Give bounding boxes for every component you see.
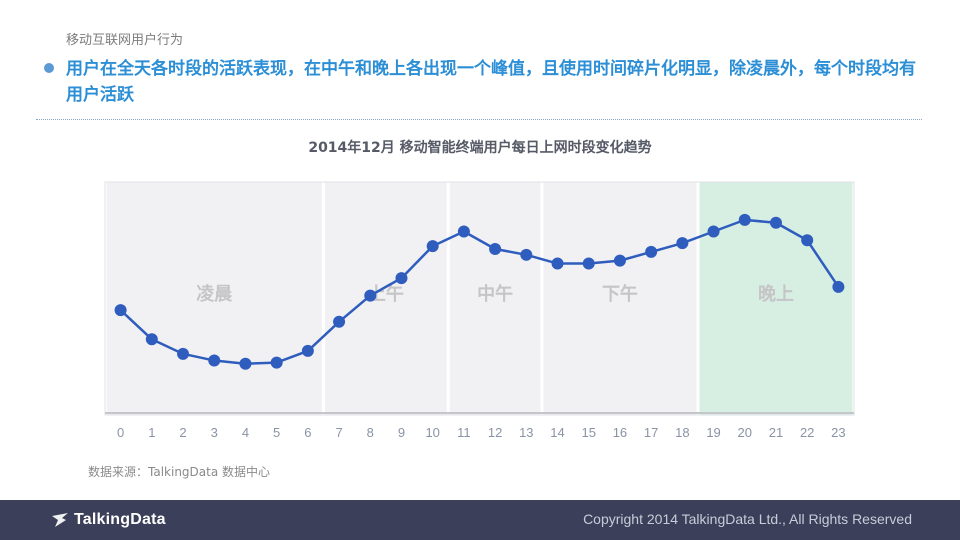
data-point-7	[333, 315, 346, 328]
x-tick-label-19: 19	[706, 425, 720, 440]
bullet-dot-icon	[44, 63, 54, 73]
period-label-0: 凌晨	[196, 283, 233, 305]
data-point-4	[239, 357, 252, 370]
period-label-2: 中午	[477, 283, 513, 305]
data-point-6	[301, 344, 314, 357]
x-tick-label-15: 15	[581, 425, 595, 440]
period-label-4: 晚上	[758, 283, 794, 305]
x-tick-label-10: 10	[425, 425, 439, 440]
x-tick-label-8: 8	[367, 425, 374, 440]
x-tick-label-7: 7	[335, 425, 342, 440]
x-tick-label-0: 0	[117, 425, 124, 440]
data-point-8	[364, 289, 377, 302]
data-point-19	[707, 225, 720, 238]
data-point-22	[801, 234, 814, 247]
x-tick-label-16: 16	[613, 425, 627, 440]
x-tick-label-22: 22	[800, 425, 814, 440]
data-point-13	[520, 248, 533, 261]
slide-headline: 用户在全天各时段的活跃表现，在中午和晚上各出现一个峰值，且使用时间碎片化明显，除…	[66, 59, 916, 105]
period-band-1	[323, 181, 448, 416]
x-tick-label-17: 17	[644, 425, 658, 440]
x-tick-label-11: 11	[457, 425, 471, 440]
x-tick-label-1: 1	[148, 425, 155, 440]
x-tick-label-13: 13	[519, 425, 533, 440]
x-tick-label-3: 3	[211, 425, 218, 440]
x-tick-label-21: 21	[769, 425, 783, 440]
data-point-2	[177, 347, 190, 360]
x-tick-label-2: 2	[179, 425, 186, 440]
talkingdata-logo: TalkingData	[50, 509, 166, 531]
x-tick-label-4: 4	[242, 425, 249, 440]
data-point-21	[769, 216, 782, 229]
divider	[36, 119, 922, 120]
data-point-20	[738, 213, 751, 226]
x-tick-label-6: 6	[304, 425, 311, 440]
data-source: 数据来源：TalkingData 数据中心	[88, 465, 271, 479]
data-point-15	[582, 257, 595, 270]
x-tick-label-18: 18	[675, 425, 689, 440]
logo-mark-icon	[52, 513, 68, 527]
period-label-3: 下午	[602, 283, 638, 305]
data-point-16	[613, 254, 626, 267]
x-tick-label-12: 12	[488, 425, 502, 440]
line-chart: 凌晨 上午 中午 下午 晚上0 1 2 3 4 5 6 7 8 9 10 11 12 13 14 15 16 17 18 19…	[104, 181, 855, 440]
footer-bar: TalkingData Copyright 2014 TalkingData L…	[0, 500, 960, 540]
data-point-18	[676, 237, 689, 250]
logo-text: TalkingData	[74, 511, 166, 528]
data-point-5	[270, 356, 283, 369]
x-tick-label-9: 9	[398, 425, 405, 440]
copyright: Copyright 2014 TalkingData Ltd., All Rig…	[583, 511, 912, 527]
data-point-12	[489, 242, 502, 255]
chart-title: 2014年12月 移动智能终端用户每日上网时段变化趋势	[308, 140, 652, 156]
data-point-1	[145, 333, 158, 346]
data-point-14	[551, 257, 564, 270]
x-tick-label-20: 20	[738, 425, 752, 440]
period-label-1: 上午	[368, 283, 404, 305]
data-point-10	[426, 240, 439, 253]
x-tick-label-23: 23	[831, 425, 845, 440]
x-tick-label-5: 5	[273, 425, 280, 440]
data-point-11	[457, 225, 470, 238]
x-tick-label-14: 14	[550, 425, 564, 440]
data-point-23	[832, 280, 845, 293]
data-point-9	[395, 272, 408, 285]
plot-frame	[104, 181, 855, 416]
slide-subtitle: 移动互联网用户行为	[66, 33, 184, 48]
data-point-3	[208, 354, 221, 367]
data-point-0	[114, 304, 127, 317]
data-point-17	[645, 245, 658, 258]
